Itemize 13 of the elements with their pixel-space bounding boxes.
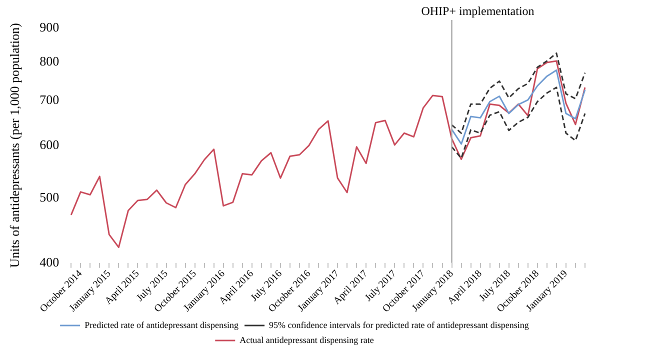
y-axis-title: Units of antidepressants (per 1,000 population) [7,23,22,268]
y-tick-label: 600 [40,136,60,152]
line-series [451,52,586,134]
y-tick-label: 900 [40,19,60,34]
y-tick-label: 500 [40,190,60,205]
y-tick-label: 700 [40,92,60,108]
y-tick-label: 400 [40,254,60,270]
line-series [451,86,586,159]
ref-line-label: OHIP+ implementation [421,4,534,18]
legend-label: 95% confidence intervals for predicted rate of antidepressant dispensing [269,320,530,330]
legend-label: Actual antidepressant dispensing rate [240,334,374,345]
y-tick-label: 800 [40,54,60,69]
legend-label: Predicted rate of antidepressant dispensing [84,320,240,330]
